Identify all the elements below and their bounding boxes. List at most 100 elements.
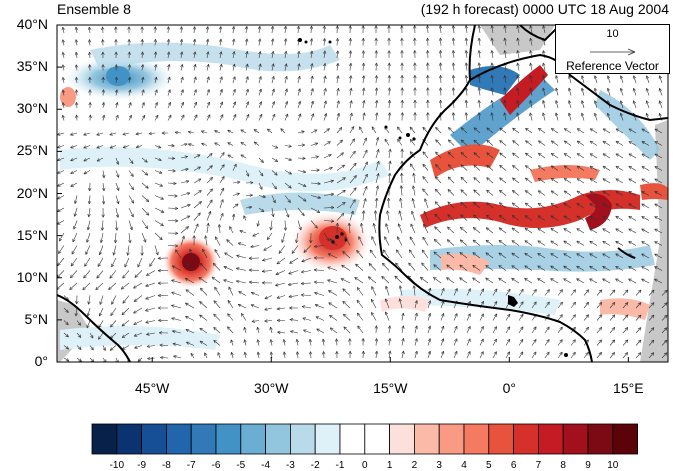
- wind-vector: [238, 291, 247, 296]
- wind-vector: [427, 350, 432, 359]
- wind-vector: [375, 137, 380, 146]
- wind-vector: [284, 170, 292, 175]
- wind-vector: [232, 203, 239, 209]
- wind-vector: [289, 257, 299, 264]
- wind-vector: [336, 164, 345, 171]
- wind-vector: [141, 114, 146, 121]
- wind-vector: [576, 190, 585, 196]
- wind-vector: [557, 326, 563, 334]
- wind-vector: [628, 266, 637, 271]
- lat-tick-label: 35°N: [16, 58, 48, 75]
- wind-vector: [297, 182, 307, 187]
- colorbar-label: 4: [461, 460, 467, 471]
- wind-vector: [479, 326, 484, 334]
- wind-vector: [505, 326, 511, 334]
- wind-vector: [146, 344, 156, 348]
- wind-vector: [385, 223, 390, 234]
- wind-vector: [61, 39, 65, 46]
- wind-vector: [542, 75, 546, 84]
- wind-vector: [141, 220, 149, 229]
- wind-vector: [490, 25, 494, 34]
- wind-vector: [615, 266, 624, 271]
- wind-vector: [336, 212, 345, 221]
- wind-vector: [253, 141, 260, 146]
- wind-vector: [529, 62, 533, 71]
- wind-vector: [524, 252, 533, 259]
- wind-vector: [438, 50, 443, 59]
- wind-vector: [227, 154, 234, 159]
- wind-vector: [490, 75, 494, 84]
- wind-vector: [115, 114, 119, 121]
- colorbar-box: [265, 423, 291, 455]
- wind-vector: [356, 287, 364, 296]
- wind-vector: [622, 327, 629, 334]
- wind-vector: [154, 145, 162, 149]
- wind-vector: [205, 38, 210, 46]
- wind-vector: [511, 252, 520, 259]
- wind-vector: [323, 63, 327, 71]
- wind-vector: [505, 351, 511, 359]
- colorbar-label: -8: [161, 460, 171, 471]
- wind-vector: [464, 62, 469, 71]
- red-core-morocco: [500, 65, 548, 115]
- wind-vector: [218, 26, 223, 34]
- wind-vector: [70, 145, 78, 149]
- canary-island: [398, 136, 402, 140]
- wind-vector: [167, 244, 179, 248]
- wind-vector: [109, 270, 117, 279]
- blue-band-south-atlantic: [60, 326, 220, 350]
- shading-layer: [57, 25, 668, 362]
- wind-vector: [172, 342, 182, 346]
- wind-vector: [82, 282, 91, 291]
- wind-vector: [101, 39, 105, 46]
- wind-vector: [576, 140, 585, 146]
- wind-vector: [88, 102, 92, 109]
- wind-vector: [83, 270, 91, 279]
- wind-vector: [641, 216, 650, 221]
- wind-vector: [499, 152, 507, 159]
- wind-vector: [518, 313, 524, 321]
- wind-vector: [258, 157, 264, 163]
- wind-vector: [583, 301, 590, 309]
- wind-vector: [511, 240, 520, 246]
- wind-vector: [645, 75, 650, 84]
- wind-vector: [413, 37, 417, 46]
- wind-vector: [550, 177, 559, 184]
- blue-band-north: [90, 42, 340, 72]
- wind-vector: [271, 207, 275, 217]
- wind-vector: [128, 195, 135, 204]
- wind-vector: [361, 350, 365, 359]
- wind-vector: [563, 215, 572, 221]
- wind-vector: [654, 153, 663, 159]
- wind-vector: [472, 239, 481, 246]
- wind-vector: [609, 302, 616, 309]
- wind-vector: [75, 114, 79, 121]
- wind-vector: [615, 178, 624, 184]
- wind-vector: [411, 185, 416, 196]
- wind-vector: [186, 341, 195, 346]
- wind-vector: [498, 265, 507, 271]
- wind-vector: [583, 351, 589, 359]
- wind-vector: [503, 50, 507, 59]
- wind-vector: [375, 149, 380, 159]
- colorbar-box: [438, 423, 465, 455]
- wind-vector: [277, 318, 286, 323]
- wind-vector: [297, 195, 307, 202]
- wind-vector: [61, 102, 65, 109]
- wind-vector: [258, 76, 262, 84]
- forecast-label: (192 h forecast) 0000 UTC 18 Aug 2004: [420, 1, 669, 17]
- wind-vector: [232, 114, 237, 121]
- reference-vector-magnitude: 10: [606, 28, 619, 40]
- wind-vector: [114, 64, 118, 71]
- lon-tick-label: 45°W: [135, 380, 170, 396]
- wind-vector: [433, 277, 442, 284]
- wind-vector: [124, 257, 130, 268]
- wind-vector: [422, 151, 429, 159]
- wind-vector: [413, 112, 417, 121]
- wind-vector: [276, 307, 286, 311]
- wind-vector: [61, 26, 65, 34]
- wind-vector: [229, 226, 234, 234]
- wind-vector: [645, 100, 650, 109]
- wind-vector: [167, 144, 175, 148]
- wind-vector: [57, 257, 65, 266]
